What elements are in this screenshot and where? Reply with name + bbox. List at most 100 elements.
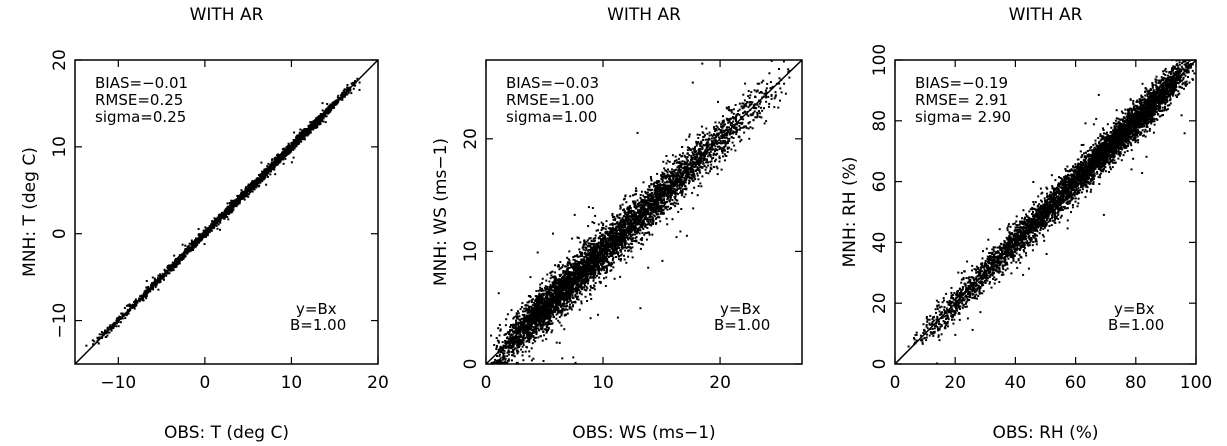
scatter-point: [322, 117, 325, 120]
scatter-point: [523, 307, 526, 310]
scatter-point: [591, 287, 594, 289]
scatter-point: [671, 218, 674, 221]
scatter-point: [550, 287, 553, 290]
scatter-point: [286, 152, 289, 154]
scatter-point: [219, 228, 221, 231]
scatter-point: [227, 205, 230, 208]
scatter-point: [512, 354, 515, 357]
scatter-point: [574, 275, 576, 278]
scatter-point: [226, 202, 229, 205]
scatter-point: [253, 185, 256, 188]
scatter-point: [127, 312, 130, 315]
scatter-point: [708, 131, 711, 134]
scatter-point: [667, 168, 669, 171]
scatter-point: [748, 137, 751, 140]
scatter-point: [204, 236, 207, 238]
scatter-point: [601, 227, 604, 230]
scatter-point: [296, 134, 299, 137]
scatter-point: [91, 339, 94, 342]
scatter-point: [306, 128, 309, 131]
scatter-point: [267, 165, 270, 168]
scatter-point: [739, 126, 742, 129]
scatter-point: [609, 227, 612, 230]
scatter-point: [704, 168, 707, 171]
scatter-point: [276, 157, 279, 160]
scatter-point: [532, 335, 535, 338]
scatter-point: [241, 197, 244, 199]
scatter-point: [586, 239, 589, 242]
scatter-point: [356, 77, 359, 80]
scatter-point: [553, 315, 555, 318]
scatter-point: [514, 327, 517, 330]
scatter-point: [558, 321, 561, 324]
scatter-point: [203, 243, 206, 246]
scatter-point: [767, 95, 770, 98]
scatter-point: [584, 262, 587, 265]
scatter-point: [182, 256, 185, 259]
scatter-point: [498, 353, 501, 356]
scatter-point: [597, 259, 600, 262]
scatter-point: [231, 203, 234, 206]
scatter-point: [310, 122, 313, 124]
scatter-point: [121, 313, 124, 316]
scatter-point: [728, 140, 731, 143]
scatter-point: [549, 283, 552, 286]
scatter-point: [515, 313, 518, 316]
scatter-point: [782, 60, 785, 63]
scatter-point: [611, 259, 614, 262]
scatter-point: [503, 349, 506, 352]
scatter-point: [695, 140, 698, 143]
scatter-point: [201, 238, 203, 241]
scatter-point: [223, 211, 226, 213]
scatter-point: [592, 279, 595, 282]
scatter-point: [760, 116, 763, 119]
scatter-point: [259, 178, 262, 180]
scatter-point: [292, 156, 295, 159]
scatter-point: [634, 193, 637, 196]
scatter-point: [611, 212, 614, 215]
scatter-point: [136, 301, 139, 304]
scatter-point: [343, 94, 346, 97]
scatter-point: [774, 95, 777, 98]
scatter-point: [303, 131, 306, 134]
scatter-point: [606, 230, 609, 233]
scatter-point: [663, 184, 666, 187]
scatter-point: [763, 122, 766, 125]
scatter-point: [316, 124, 319, 127]
scatter-point: [689, 170, 692, 173]
scatter-point: [731, 125, 734, 127]
scatter-point: [145, 280, 148, 282]
scatter-point: [213, 221, 216, 224]
scatter-point: [592, 274, 595, 277]
scatter-point: [576, 254, 579, 257]
scatter-point: [146, 288, 149, 291]
scatter-point: [603, 251, 606, 254]
scatter-point: [681, 185, 684, 188]
scatter-point: [267, 171, 269, 174]
scatter-point: [619, 206, 622, 209]
scatter-point: [539, 283, 542, 286]
scatter-point: [725, 136, 728, 139]
scatter-point: [224, 214, 227, 217]
scatter-point: [285, 150, 288, 152]
scatter-point: [202, 235, 205, 238]
scatter-point: [552, 232, 554, 235]
y-tick-label: 0: [50, 228, 70, 239]
scatter-point: [694, 165, 697, 168]
scatter-point: [550, 307, 553, 310]
scatter-point: [295, 139, 298, 142]
scatter-point: [279, 158, 282, 160]
scatter-point: [316, 126, 319, 129]
scatter-point: [142, 299, 145, 302]
scatter-point: [753, 110, 756, 113]
scatter-point: [198, 241, 200, 244]
scatter-point: [702, 136, 705, 138]
scatter-point: [279, 155, 281, 158]
scatter-point: [698, 170, 701, 173]
scatter-point: [228, 210, 231, 213]
scatter-point: [138, 300, 141, 303]
scatter-point: [528, 350, 531, 353]
scatter-point: [558, 268, 561, 271]
scatter-point: [613, 277, 616, 280]
scatter-point: [616, 225, 619, 228]
